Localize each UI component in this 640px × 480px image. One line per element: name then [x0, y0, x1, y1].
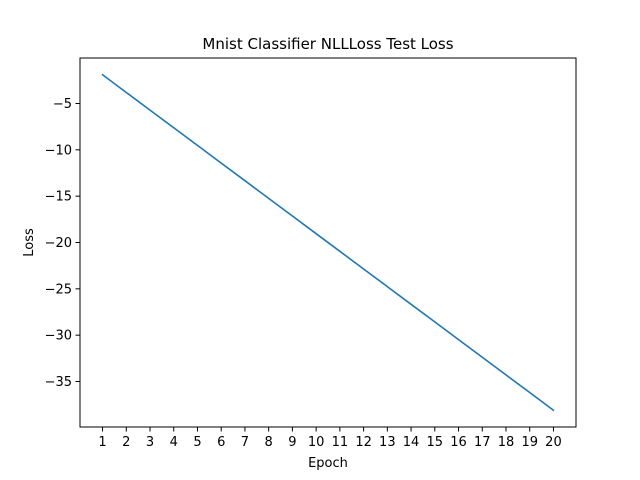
x-tick-label: 1 [98, 435, 106, 450]
x-axis-ticks: 1 2 3 4 5 6 7 8 9 10 11 12 13 14 15 16 17 18 19 20 [98, 427, 562, 450]
x-tick-label: 3 [146, 435, 154, 450]
x-tick-label: 10 [308, 435, 325, 450]
x-tick-label: 11 [332, 435, 349, 450]
x-tick-label: 2 [122, 435, 130, 450]
x-tick-label: 18 [498, 435, 515, 450]
x-tick-label: 17 [474, 435, 491, 450]
y-axis-label: Loss [22, 228, 37, 257]
y-tick-label: −15 [45, 190, 72, 205]
x-tick-label: 16 [450, 435, 467, 450]
y-tick-label: −20 [45, 236, 72, 251]
y-tick-label: −30 [45, 329, 72, 344]
x-tick-label: 14 [403, 435, 420, 450]
x-tick-label: 8 [265, 435, 273, 450]
x-tick-label: 6 [217, 435, 225, 450]
x-tick-label: 12 [355, 435, 372, 450]
chart-title: Mnist Classifier NLLLoss Test Loss [202, 35, 453, 53]
x-tick-label: 5 [193, 435, 201, 450]
axes-frame [79, 57, 577, 428]
y-axis-ticks: −5 −10 −15 −20 −25 −30 −35 [45, 97, 80, 390]
plot-area [101, 73, 555, 412]
y-tick-label: −25 [45, 282, 72, 297]
x-tick-label: 7 [241, 435, 249, 450]
y-tick-label: −35 [45, 375, 72, 390]
x-tick-label: 4 [170, 435, 178, 450]
x-tick-label: 15 [427, 435, 444, 450]
x-axis-label: Epoch [308, 456, 348, 471]
y-tick-label: −10 [45, 143, 72, 158]
x-tick-label: 19 [521, 435, 538, 450]
series-line-0 [101, 73, 555, 412]
x-tick-label: 13 [379, 435, 396, 450]
x-tick-label: 9 [288, 435, 296, 450]
x-tick-label: 20 [545, 435, 562, 450]
y-tick-label: −5 [53, 97, 72, 112]
